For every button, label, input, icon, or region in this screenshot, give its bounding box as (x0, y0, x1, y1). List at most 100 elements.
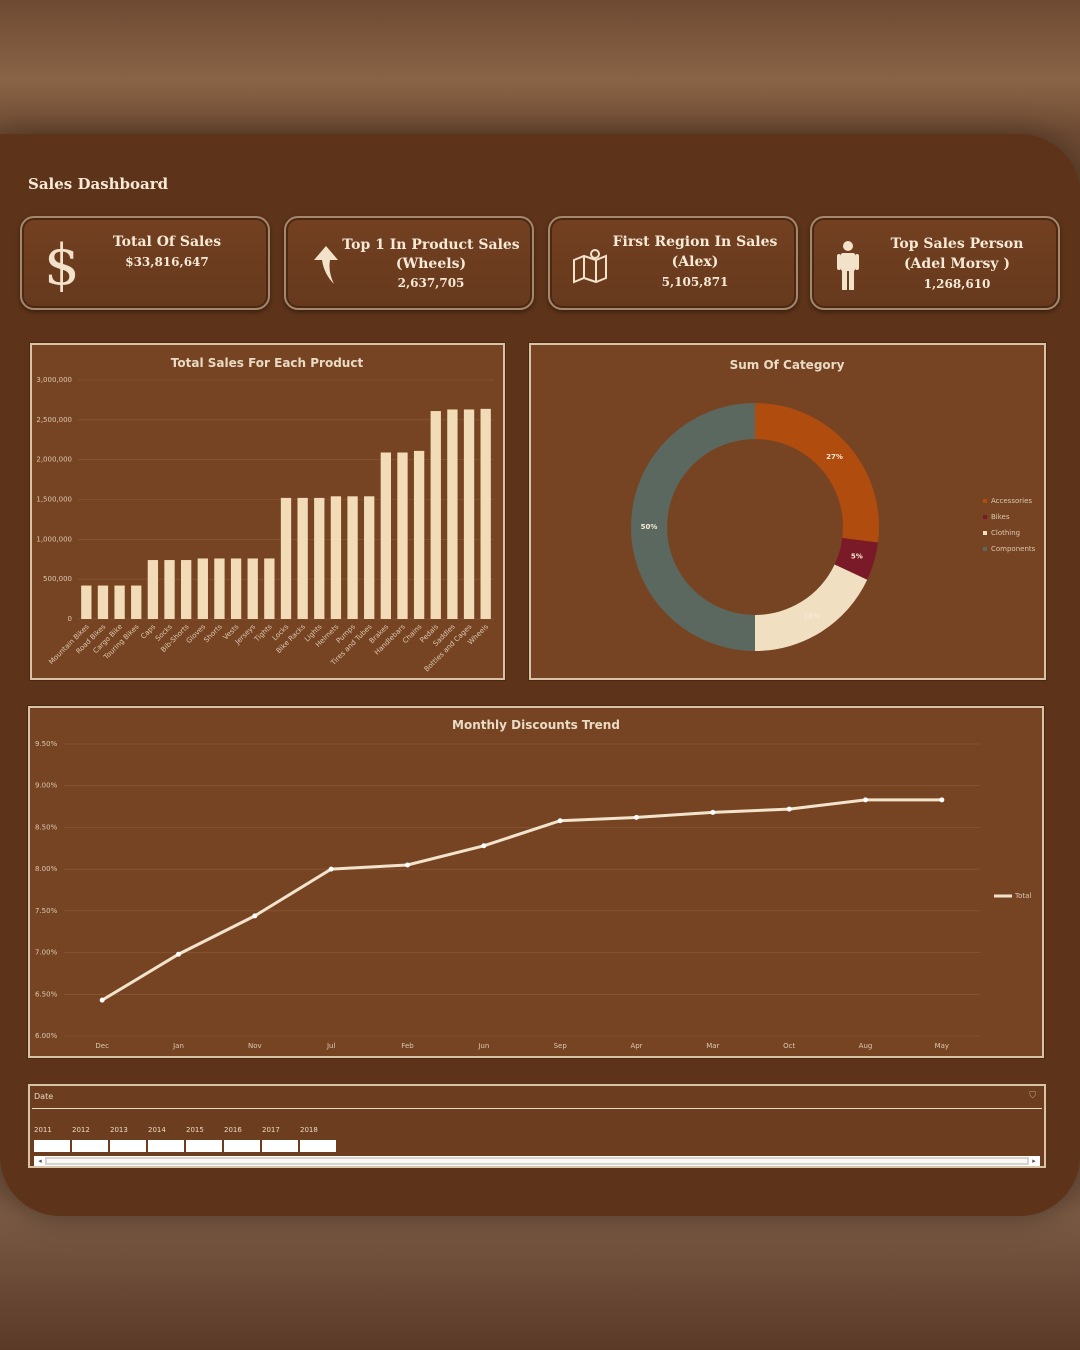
chart-title: Total Sales For Each Product (171, 356, 364, 370)
kpi-card-top-product: Top 1 In Product Sales (Wheels) 2,637,70… (284, 216, 534, 310)
data-point (176, 951, 181, 957)
x-tick-label: Apr (630, 1042, 642, 1050)
slicer-year-label: 2015 (186, 1126, 204, 1134)
x-tick-label: Aug (859, 1042, 873, 1050)
line-chart: Monthly Discounts Trend 9.50% 9.00% 8.50% 8.… (35, 718, 1031, 1050)
slicer-scrollbar[interactable]: ◂ ▸ (34, 1156, 1040, 1166)
x-tick-label: Jun (477, 1042, 489, 1050)
bar (297, 497, 308, 619)
kpi-sublabel: (Wheels) (395, 256, 467, 272)
date-slicer[interactable]: Date ⛉ 2011 2012 2013 2014 2015 2016 2017 2018 … (28, 1084, 1046, 1168)
clear-filter-icon[interactable]: ⛉ (1029, 1091, 1036, 1101)
chart-title: Sum Of Category (730, 358, 845, 372)
scroll-thumb[interactable] (47, 1159, 1027, 1163)
slicer-year-bar[interactable] (148, 1140, 184, 1152)
series-line (101, 798, 942, 1002)
slicer-year-label: 2012 (72, 1126, 90, 1134)
data-label: 27% (826, 453, 843, 461)
kpi-card-top-sales-person: Top Sales Person (Adel Morsy ) 1,268,610 (810, 216, 1060, 310)
x-tick-label: Jul (326, 1042, 336, 1050)
slicer-year-label: 2016 (224, 1126, 242, 1134)
scroll-right-icon[interactable]: ▸ (1029, 1157, 1039, 1165)
bar (314, 497, 325, 619)
y-tick-label: 0 (68, 615, 72, 623)
y-tick-label: 8.00% (35, 865, 58, 873)
bar (280, 497, 292, 619)
data-point (634, 814, 639, 820)
kpi-sublabel: (Adel Morsy ) (903, 256, 1011, 272)
slicer-year-label: 2014 (148, 1126, 166, 1134)
bar (397, 452, 408, 619)
bar (230, 558, 242, 619)
data-point (939, 797, 945, 803)
legend-label: Total (1014, 892, 1031, 900)
slicer-year-bar[interactable] (224, 1140, 260, 1152)
kpi-sublabel: (Alex) (671, 254, 719, 270)
legend-label: Clothing (991, 529, 1020, 537)
donut-chart-box: Sum Of Category 27% 5% 18% 50% Accessories Bik… (529, 343, 1046, 680)
kpi-value: 5,105,871 (661, 275, 729, 289)
y-tick-label: 6.00% (35, 1032, 58, 1040)
y-tick-label: 1,000,000 (36, 535, 72, 543)
up-arrow-icon (314, 246, 338, 284)
data-point (99, 997, 105, 1003)
y-tick-label: 1,500,000 (36, 496, 72, 504)
x-tick-label: Gloves (185, 623, 208, 646)
y-tick-label: 8.50% (35, 823, 58, 831)
kpi-label: Top Sales Person (890, 236, 1024, 252)
pie-slice (631, 403, 755, 651)
bar (181, 560, 192, 619)
bar (214, 558, 225, 619)
dollar-icon: $ (44, 236, 80, 292)
person-icon (837, 241, 859, 290)
legend-swatch (983, 547, 987, 551)
data-point (863, 797, 868, 803)
legend-swatch (983, 531, 987, 535)
slicer-year-bar[interactable] (262, 1140, 298, 1152)
x-tick-label: May (935, 1042, 949, 1050)
kpi-value: 2,637,705 (397, 276, 465, 290)
x-tick-label: Sep (554, 1042, 568, 1050)
data-point (252, 913, 258, 919)
slicer-year-label: 2013 (110, 1126, 128, 1134)
bar (114, 585, 125, 619)
slicer-year-bar[interactable] (186, 1140, 222, 1152)
slicer-divider (32, 1108, 1042, 1109)
donut-chart: Sum Of Category 27% 5% 18% 50% Accessories Bik… (631, 358, 1036, 651)
bar (131, 585, 142, 619)
chart-title: Monthly Discounts Trend (452, 718, 620, 732)
pie-slice (755, 403, 879, 543)
slicer-year-bar[interactable] (72, 1140, 108, 1152)
data-point (328, 866, 334, 872)
bar (147, 560, 159, 619)
bar (264, 558, 275, 619)
bar (480, 408, 491, 619)
slicer-year-label: 2018 (300, 1126, 318, 1134)
slicer-year-label: 2011 (34, 1126, 52, 1134)
scroll-left-icon[interactable]: ◂ (35, 1157, 45, 1165)
legend-label: Accessories (991, 497, 1032, 505)
x-tick-label: Feb (401, 1042, 414, 1050)
data-point (481, 843, 487, 849)
x-tick-label: Mar (706, 1042, 719, 1050)
kpi-label: Top 1 In Product Sales (342, 237, 520, 253)
y-tick-label: 2,500,000 (36, 416, 72, 424)
slicer-year-bar[interactable] (34, 1140, 70, 1152)
kpi-value: 1,268,610 (923, 277, 991, 291)
y-tick-label: 3,000,000 (36, 376, 72, 384)
map-icon (573, 249, 607, 284)
slicer-year-bar[interactable] (110, 1140, 146, 1152)
y-tick-label: 9.00% (35, 782, 58, 790)
y-tick-label: 7.00% (35, 949, 58, 957)
svg-text:$: $ (44, 236, 80, 292)
legend-swatch (983, 515, 987, 519)
slicer-year-bar[interactable] (300, 1140, 336, 1152)
y-tick-label: 500,000 (43, 575, 72, 583)
slicer-year-label: 2017 (262, 1126, 280, 1134)
bar (197, 558, 208, 619)
bar (413, 450, 425, 619)
bar (463, 409, 475, 619)
x-tick-label: Oct (783, 1042, 795, 1050)
bar (447, 409, 458, 619)
y-tick-label: 2,000,000 (36, 456, 72, 464)
